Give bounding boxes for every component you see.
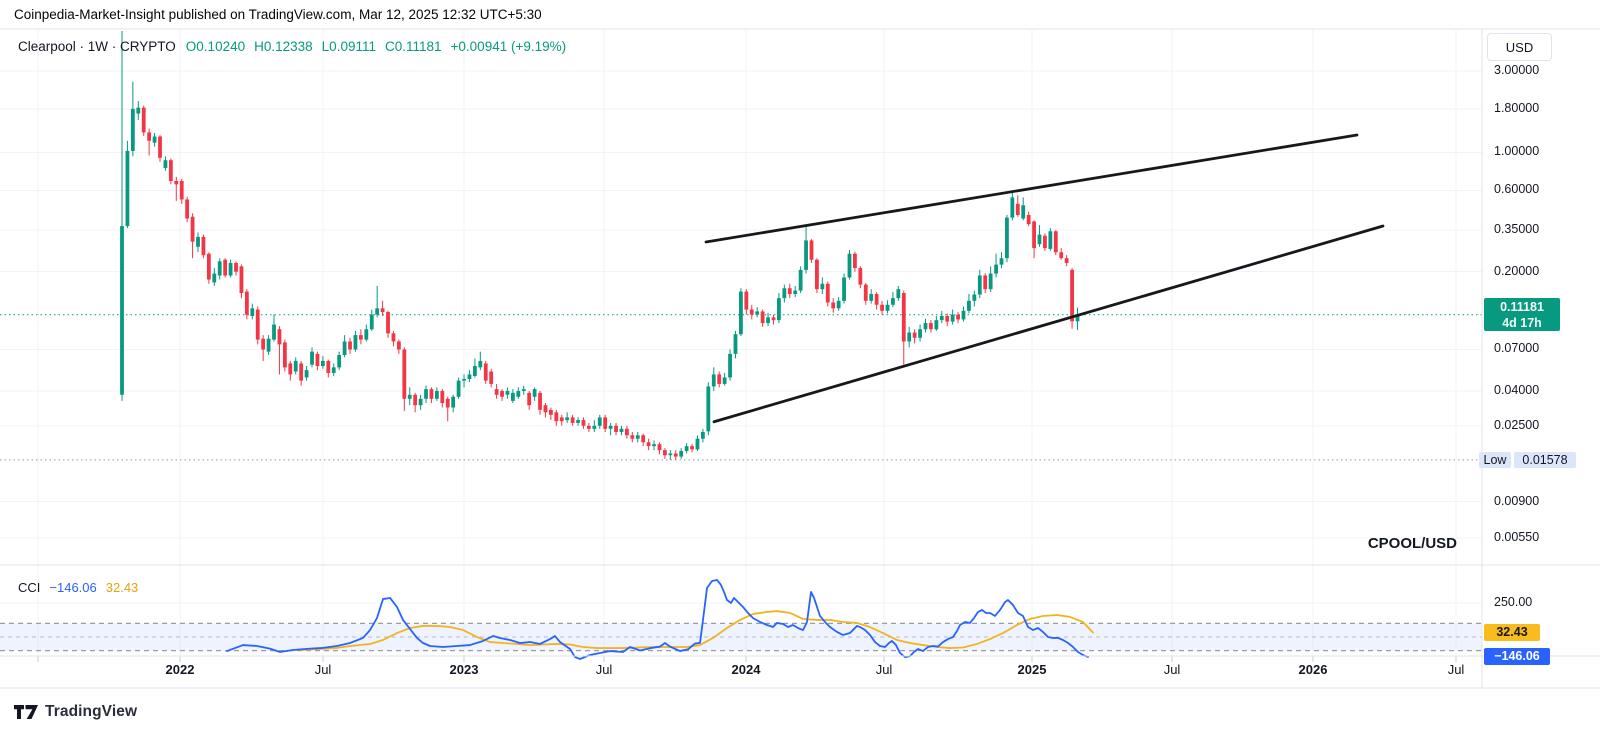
price-axis-label: 0.07000 [1494, 341, 1540, 356]
time-axis-label: Jul [1163, 662, 1181, 677]
cci-value: −146.06 [49, 580, 97, 595]
cci-smoothing-value: 32.43 [105, 580, 139, 595]
currency-unit-button[interactable]: USD [1487, 33, 1552, 61]
tradingview-brand-text: TradingView [45, 703, 138, 720]
tradingview-brand[interactable]: TradingView [14, 703, 137, 721]
pair-watermark: CPOOL/USD [1367, 535, 1457, 552]
cci-axis-label: 250.00 [1494, 594, 1533, 609]
time-axis-label: 2026 [1298, 662, 1328, 677]
time-axis-label: Jul [595, 662, 613, 677]
price-axis-label: 1.80000 [1494, 100, 1540, 115]
price-axis-label: 3.00000 [1494, 63, 1540, 77]
time-axis-label: 2024 [731, 662, 761, 677]
current-price-value: 0.11181 [1500, 300, 1544, 315]
price-axis-label: 0.35000 [1494, 222, 1540, 237]
cci-value-badge: −146.06 [1484, 648, 1550, 666]
ohlc-close: C0.11181 [384, 39, 442, 54]
time-axis-label: 2025 [1017, 662, 1047, 677]
cci-label: CCI [18, 580, 41, 595]
candles [120, 30, 1080, 460]
cci-smoothing-badge: 32.43 [1484, 624, 1540, 642]
ohlc-high: H0.12338 [254, 39, 313, 54]
time-axis-label: 2023 [449, 662, 479, 677]
price-axis-label: 1.00000 [1494, 144, 1540, 159]
cci-indicator-header[interactable]: CCI −146.06 32.43 [18, 580, 138, 595]
price-axis-label: 0.00550 [1494, 530, 1540, 544]
current-price-badge: 0.11181 4d 17h [1484, 298, 1560, 332]
time-axis-label: Jul [314, 662, 332, 677]
price-axis-label: 0.02500 [1494, 417, 1540, 432]
symbol-header[interactable]: Clearpool · 1W · CRYPTO O0.10240 H0.12338 L… [18, 39, 575, 54]
time-axis-label: 2022 [165, 662, 195, 677]
price-axis-label: 0.00900 [1494, 493, 1540, 508]
price-axis-label: 0.60000 [1494, 182, 1540, 197]
tradingview-logo-icon [14, 704, 38, 719]
ohlc-low: L0.09111 [321, 39, 376, 54]
price-axis-label: 0.04000 [1494, 382, 1540, 397]
ohlc-change: +0.00941 (+9.19%) [450, 39, 567, 54]
ohlc-open: O0.10240 [185, 39, 246, 54]
low-price-value: 0.01578 [1514, 451, 1576, 468]
time-axis-label: Jul [1447, 662, 1465, 677]
low-price-label: Low [1479, 451, 1511, 468]
price-axis-label: 0.20000 [1494, 263, 1540, 278]
bar-countdown: 4d 17h [1502, 316, 1542, 331]
symbol-title: Clearpool · 1W · CRYPTO [18, 39, 176, 54]
time-axis-label: Jul [875, 662, 893, 677]
publisher-line: Coinpedia-Market-Insight published on Tr… [14, 7, 542, 22]
